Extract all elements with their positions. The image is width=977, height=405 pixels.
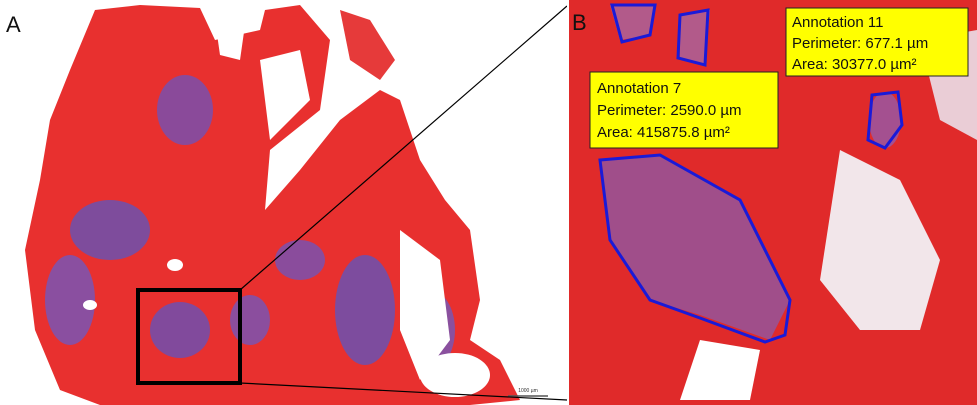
annotation-box: Annotation 7 Perimeter: 2590.0 µm Area: …: [590, 72, 778, 148]
annotation-perimeter: Perimeter: 2590.0 µm: [597, 102, 742, 119]
panel-a-tissue: 1000 µm A: [6, 5, 567, 405]
annotation-area: Area: 415875.8 µm²: [597, 124, 730, 141]
annotation-name: Annotation 11: [792, 14, 883, 31]
scale-bar-label: 1000 µm: [518, 388, 538, 394]
panel-label: A: [6, 12, 21, 37]
annotation-name: Annotation 7: [597, 80, 681, 97]
annotation-area: Area: 30377.0 µm²: [792, 56, 917, 73]
panel-label: B: [572, 10, 587, 35]
annotation-perimeter: Perimeter: 677.1 µm: [792, 35, 928, 52]
annotation-box: Annotation 11 Perimeter: 677.1 µm Area: …: [786, 8, 968, 76]
figure: 1000 µm A B Annotation 11 Perimeter: 677…: [0, 0, 977, 405]
